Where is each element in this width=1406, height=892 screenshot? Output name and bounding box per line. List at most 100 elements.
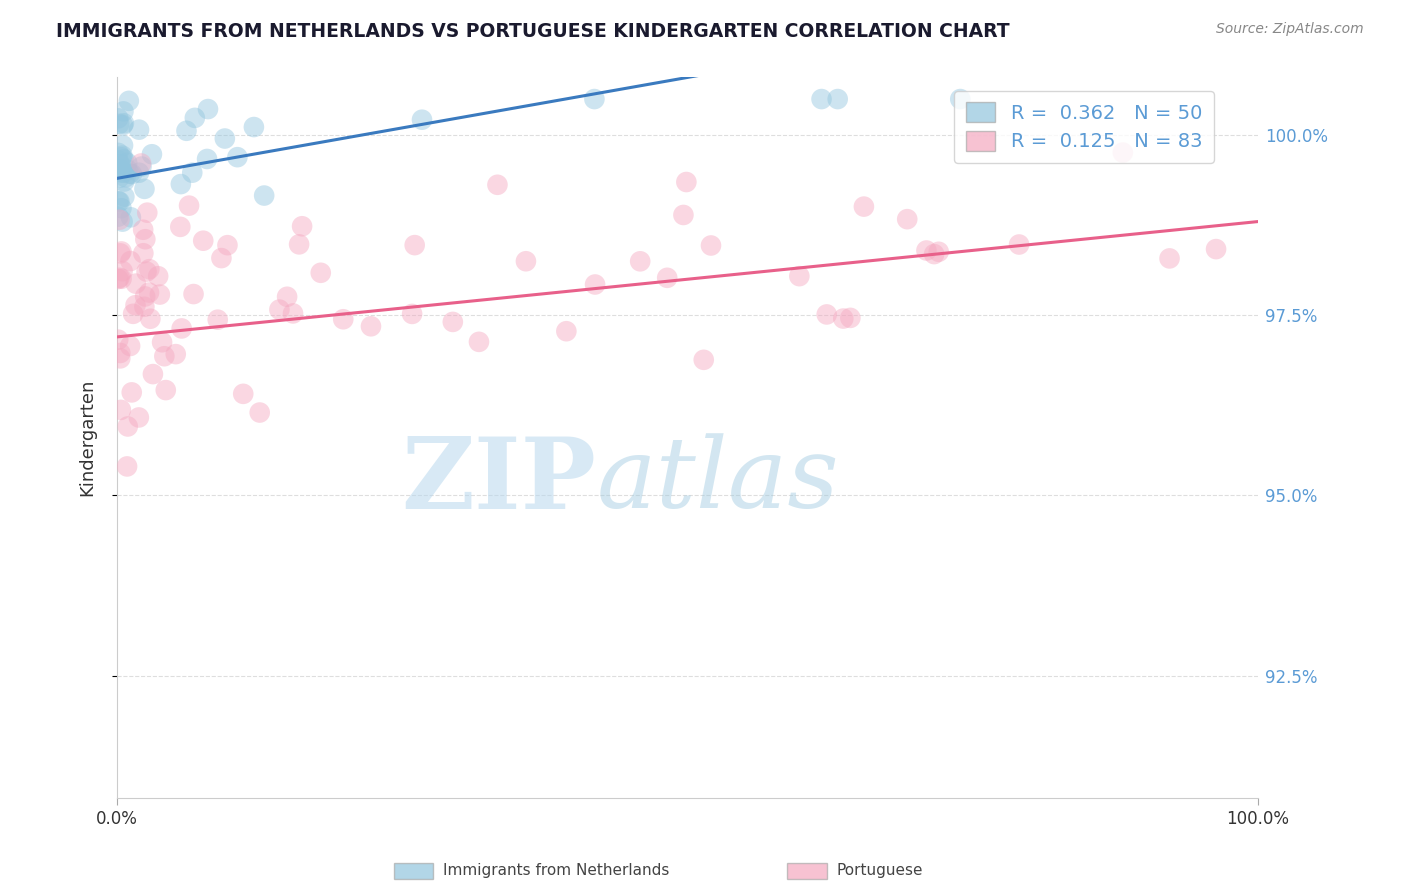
Point [583, 92, 606, 106]
Point [441, 315, 464, 329]
Point [815, 308, 838, 322]
Point [139, 311, 162, 326]
Point [132, 246, 155, 260]
Point [128, 410, 150, 425]
Point [193, 234, 215, 248]
Point [131, 160, 153, 174]
Point [129, 156, 152, 170]
Point [107, 272, 129, 286]
Point [628, 254, 651, 268]
Point [112, 166, 135, 180]
Point [111, 118, 134, 132]
Point [111, 214, 134, 228]
Point [288, 237, 311, 252]
Point [120, 211, 142, 225]
Point [122, 307, 145, 321]
Point [155, 383, 177, 397]
Point [107, 145, 129, 160]
Point [555, 324, 578, 338]
Point [128, 166, 150, 180]
Point [915, 244, 938, 258]
Point [249, 405, 271, 419]
Point [176, 124, 198, 138]
Point [1159, 252, 1181, 266]
Point [789, 269, 811, 284]
Point [214, 131, 236, 145]
Point [411, 112, 433, 127]
Point [839, 310, 862, 325]
Point [181, 166, 204, 180]
Text: ZIP: ZIP [401, 433, 596, 530]
Point [1008, 237, 1031, 252]
Point [128, 122, 150, 136]
Point [138, 262, 160, 277]
Point [583, 277, 606, 292]
Point [142, 367, 165, 381]
Point [197, 102, 219, 116]
Point [852, 200, 875, 214]
Point [309, 266, 332, 280]
Point [281, 306, 304, 320]
Point [110, 403, 132, 417]
Point [404, 238, 426, 252]
Point [209, 251, 232, 265]
Point [207, 312, 229, 326]
Point [832, 311, 855, 326]
Point [827, 92, 849, 106]
Point [118, 94, 141, 108]
Point [515, 254, 537, 268]
Point [291, 219, 314, 234]
Point [401, 307, 423, 321]
Point [657, 270, 679, 285]
Point [107, 194, 129, 209]
Point [1112, 145, 1135, 160]
Point [114, 170, 136, 185]
Point [486, 178, 509, 192]
Point [108, 212, 131, 227]
Point [115, 459, 138, 474]
Point [134, 232, 156, 246]
Point [170, 321, 193, 335]
Point [136, 205, 159, 219]
Point [896, 212, 918, 227]
Point [675, 175, 697, 189]
Point [134, 289, 156, 303]
Point [118, 167, 141, 181]
Point [107, 210, 129, 224]
Point [111, 148, 134, 162]
Point [108, 270, 131, 285]
Point [332, 312, 354, 326]
Point [110, 244, 132, 259]
Point [253, 188, 276, 202]
Point [108, 170, 131, 185]
Point [141, 147, 163, 161]
Text: Immigrants from Netherlands: Immigrants from Netherlands [443, 863, 669, 878]
Point [184, 111, 207, 125]
Point [120, 254, 142, 268]
Point [170, 177, 193, 191]
Point [672, 208, 695, 222]
Point [269, 302, 291, 317]
Text: IMMIGRANTS FROM NETHERLANDS VS PORTUGUESE KINDERGARTEN CORRELATION CHART: IMMIGRANTS FROM NETHERLANDS VS PORTUGUES… [56, 22, 1010, 41]
Point [112, 189, 135, 203]
Point [468, 334, 491, 349]
Point [135, 265, 157, 279]
Text: Portuguese: Portuguese [837, 863, 924, 878]
Point [108, 117, 131, 131]
Point [112, 104, 135, 119]
Point [107, 112, 129, 126]
Point [107, 333, 129, 347]
Point [112, 116, 135, 130]
Point [121, 167, 143, 181]
Point [169, 219, 191, 234]
Point [117, 419, 139, 434]
Point [112, 175, 135, 189]
Point [195, 152, 218, 166]
Point [110, 351, 132, 366]
Point [693, 352, 716, 367]
Point [110, 346, 132, 360]
Point [949, 92, 972, 106]
Point [232, 387, 254, 401]
Point [146, 269, 169, 284]
Legend: R =  0.362   N = 50, R =  0.125   N = 83: R = 0.362 N = 50, R = 0.125 N = 83 [955, 91, 1213, 163]
